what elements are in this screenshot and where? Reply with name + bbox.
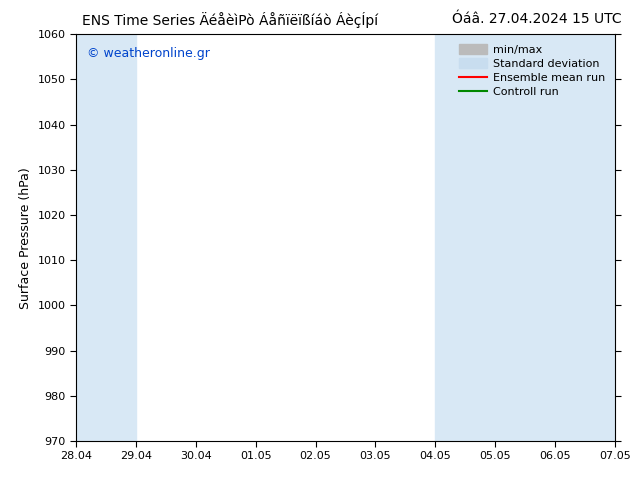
Bar xyxy=(555,34,615,441)
Text: ENS Time Series ÄéåèìPò Áåñïëïßíáò ÁèçÍpí: ENS Time Series ÄéåèìPò Áåñïëïßíáò ÁèçÍp… xyxy=(82,12,378,28)
Bar xyxy=(436,34,495,441)
Text: © weatheronline.gr: © weatheronline.gr xyxy=(87,47,210,59)
Legend: min/max, Standard deviation, Ensemble mean run, Controll run: min/max, Standard deviation, Ensemble me… xyxy=(455,40,609,102)
Bar xyxy=(495,34,555,441)
Text: Óáâ. 27.04.2024 15 UTC: Óáâ. 27.04.2024 15 UTC xyxy=(451,12,621,26)
Y-axis label: Surface Pressure (hPa): Surface Pressure (hPa) xyxy=(19,167,32,309)
Bar xyxy=(76,34,136,441)
